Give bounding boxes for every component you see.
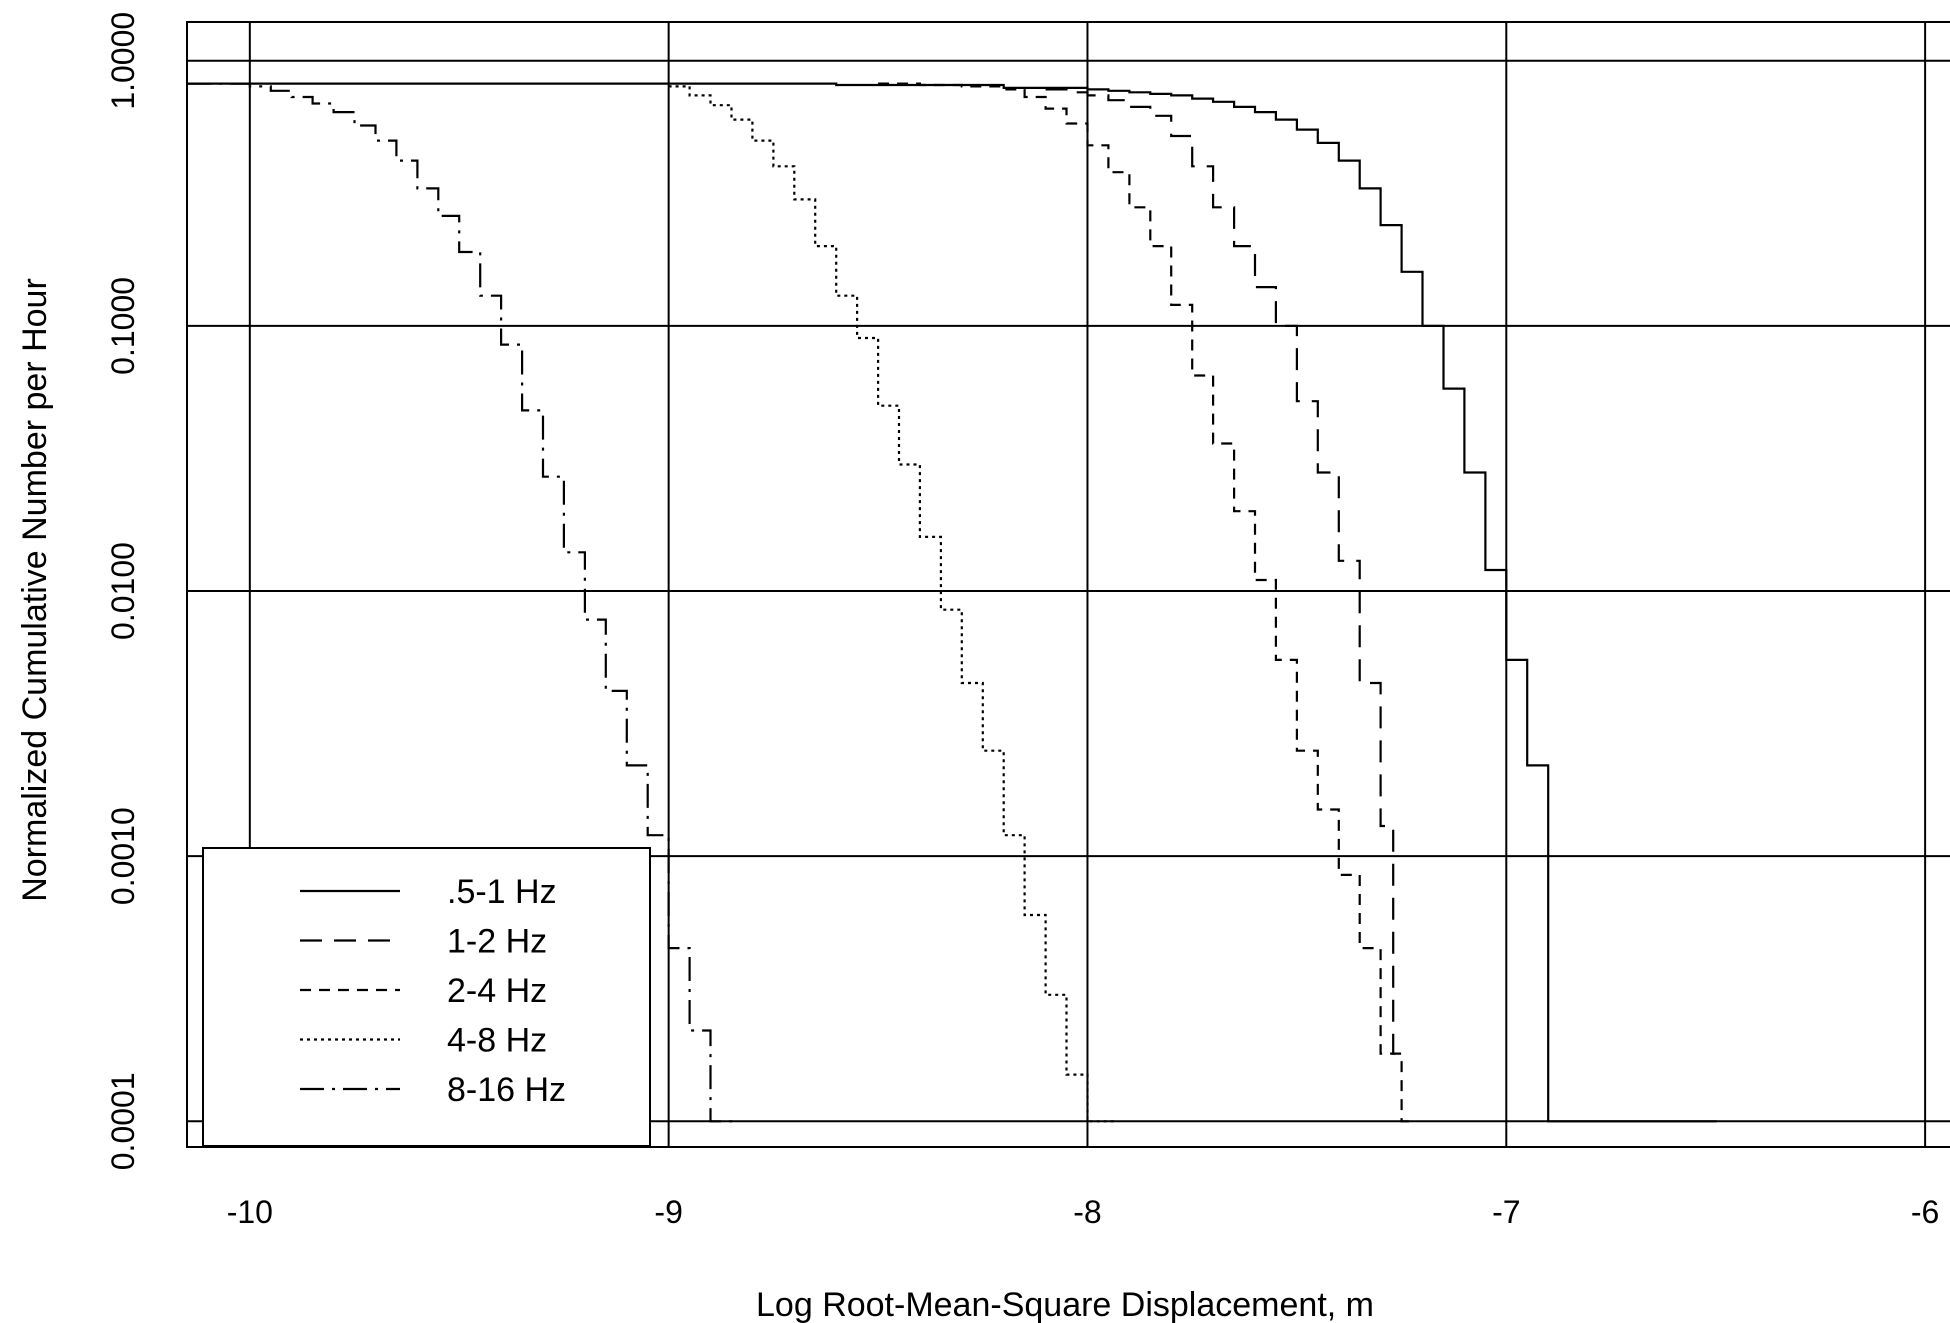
x-tick-label-2: -8 bbox=[1073, 1194, 1101, 1230]
legend-label-4: 8-16 Hz bbox=[447, 1071, 566, 1109]
x-tick-label-4: -6 bbox=[1911, 1194, 1939, 1230]
x-tick-label-3: -7 bbox=[1492, 1194, 1520, 1230]
y-tick-label-4: 1.0000 bbox=[105, 12, 141, 110]
x-tick-label-1: -9 bbox=[654, 1194, 682, 1230]
y-tick-label-3: 0.1000 bbox=[105, 277, 141, 375]
legend-label-2: 2-4 Hz bbox=[447, 972, 547, 1010]
y-tick-label-2: 0.0100 bbox=[105, 542, 141, 640]
y-tick-label-0: 0.0001 bbox=[105, 1072, 141, 1170]
legend-label-0: .5-1 Hz bbox=[447, 873, 557, 911]
legend: .5-1 Hz 1-2 Hz 2-4 Hz 4-8 Hz 8-16 Hz bbox=[203, 848, 650, 1146]
legend-box bbox=[203, 848, 650, 1146]
y-axis-title: Normalized Cumulative Number per Hour bbox=[16, 278, 54, 902]
legend-label-1: 1-2 Hz bbox=[447, 923, 547, 961]
y-tick-label-1: 0.0010 bbox=[105, 807, 141, 905]
x-tick-label-0: -10 bbox=[227, 1194, 273, 1230]
x-axis-title: Log Root-Mean-Square Displacement, m bbox=[756, 1286, 1374, 1323]
legend-label-3: 4-8 Hz bbox=[447, 1022, 547, 1060]
